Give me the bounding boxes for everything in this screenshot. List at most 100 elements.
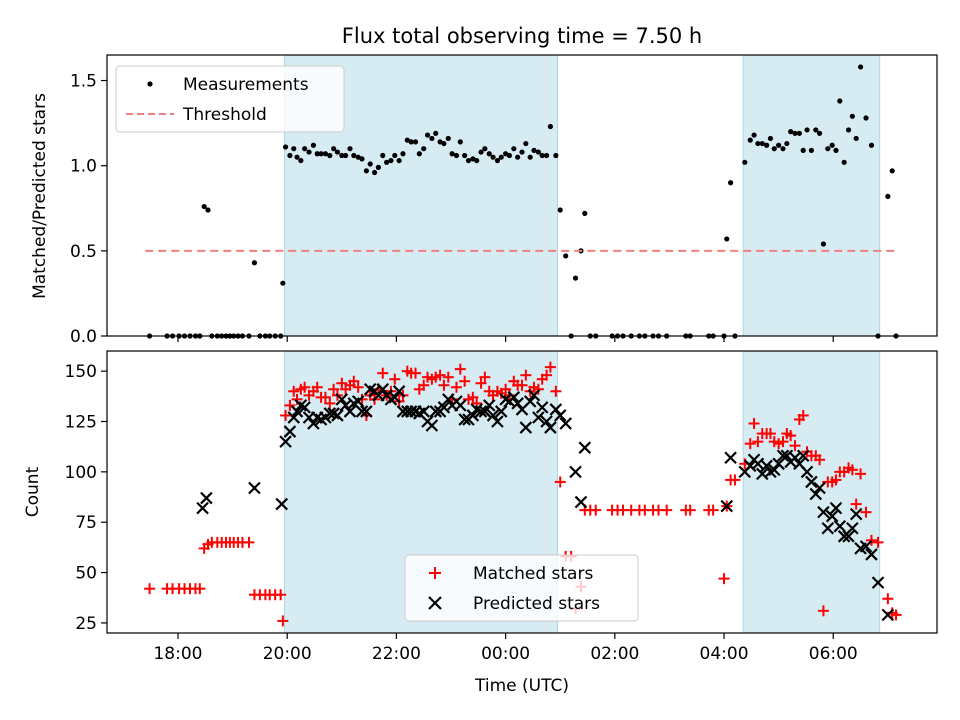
data-point — [553, 409, 567, 422]
observing-window-2 — [743, 55, 880, 336]
data-point — [343, 405, 357, 418]
data-point — [388, 391, 402, 404]
x-tick-label: 22:00 — [372, 644, 421, 664]
data-point — [243, 536, 255, 548]
data-point — [500, 383, 512, 395]
data-point — [287, 152, 293, 159]
data-point — [359, 156, 365, 162]
x-tick-label: 20:00 — [263, 644, 312, 664]
data-point — [889, 168, 895, 174]
data-point — [449, 151, 455, 157]
data-point — [724, 236, 730, 242]
data-point — [590, 504, 602, 516]
data-point — [872, 536, 884, 548]
data-point — [729, 474, 741, 486]
data-point — [319, 391, 331, 403]
data-point — [400, 151, 406, 157]
data-point — [302, 146, 308, 152]
data-point — [857, 64, 864, 70]
data-point — [833, 147, 839, 153]
data-point — [282, 144, 289, 150]
data-point — [389, 373, 401, 385]
data-point — [813, 127, 819, 133]
data-point — [800, 147, 806, 153]
data-point — [531, 147, 537, 153]
data-point — [764, 142, 770, 148]
x-axis-label: Time (UTC) — [474, 676, 569, 696]
data-point — [482, 399, 496, 412]
x-tick-label: 18:00 — [153, 644, 202, 664]
data-point — [351, 152, 357, 159]
data-point — [348, 375, 360, 387]
data-point — [830, 474, 842, 486]
y-tick-label: 0.5 — [70, 242, 97, 262]
data-point — [661, 504, 673, 516]
data-point — [885, 193, 891, 199]
data-point — [755, 140, 761, 147]
legend-marker-predicted — [428, 596, 442, 610]
data-point — [559, 417, 572, 430]
data-point — [553, 152, 559, 159]
data-point — [479, 371, 491, 383]
y-tick-label: 1.5 — [70, 72, 97, 92]
data-point — [299, 381, 311, 393]
data-point — [759, 140, 765, 147]
data-point — [287, 411, 301, 424]
data-point — [376, 382, 390, 396]
y-tick-label: 150 — [65, 362, 97, 382]
data-point — [490, 154, 496, 160]
data-point — [792, 130, 798, 136]
data-point — [853, 135, 859, 142]
data-point — [388, 157, 394, 164]
data-point — [523, 140, 529, 147]
data-point — [486, 151, 492, 157]
data-point — [767, 135, 774, 142]
data-point — [707, 504, 719, 516]
data-point — [363, 168, 369, 174]
ratio-panel: Flux total observing time = 7.50 h 0.00.… — [30, 24, 938, 347]
data-point — [458, 413, 471, 426]
data-point — [523, 395, 537, 408]
observing-window-2 — [743, 351, 880, 633]
legend-label-threshold: Threshold — [182, 105, 267, 125]
data-point — [804, 127, 810, 133]
y-axis-ticks: 25 50 75 100 125 150 — [65, 362, 107, 634]
data-point — [547, 123, 553, 130]
data-point — [800, 465, 814, 479]
data-point — [747, 137, 753, 143]
data-point — [290, 405, 304, 418]
y-tick-label: 75 — [75, 513, 97, 533]
data-point — [506, 152, 513, 159]
data-point — [429, 135, 435, 142]
data-point — [298, 401, 311, 414]
x-tick-label: 04:00 — [700, 644, 749, 664]
data-point — [535, 149, 541, 155]
y-axis-label: Matched/Predicted stars — [30, 93, 50, 299]
data-point — [846, 464, 858, 476]
data-point — [442, 371, 454, 383]
data-point — [544, 421, 557, 434]
data-point — [764, 428, 776, 440]
data-point — [194, 583, 206, 595]
y-tick-label: 125 — [65, 413, 97, 433]
data-point — [724, 451, 737, 465]
data-point — [743, 459, 757, 473]
legend-marker-matched — [429, 567, 441, 579]
data-point — [776, 449, 790, 463]
data-point — [860, 506, 872, 518]
legend-box — [404, 554, 639, 622]
data-point — [494, 157, 501, 164]
data-point — [549, 403, 563, 416]
data-point — [323, 407, 337, 420]
data-point — [785, 430, 797, 442]
data-point — [336, 377, 348, 389]
data-point — [718, 573, 730, 585]
data-point — [375, 164, 381, 170]
data-point — [445, 135, 451, 142]
data-point — [478, 405, 492, 418]
data-point — [544, 361, 556, 373]
data-point — [829, 501, 843, 515]
y-tick-label: 50 — [75, 564, 97, 584]
data-point — [532, 383, 544, 395]
data-point — [396, 157, 402, 164]
